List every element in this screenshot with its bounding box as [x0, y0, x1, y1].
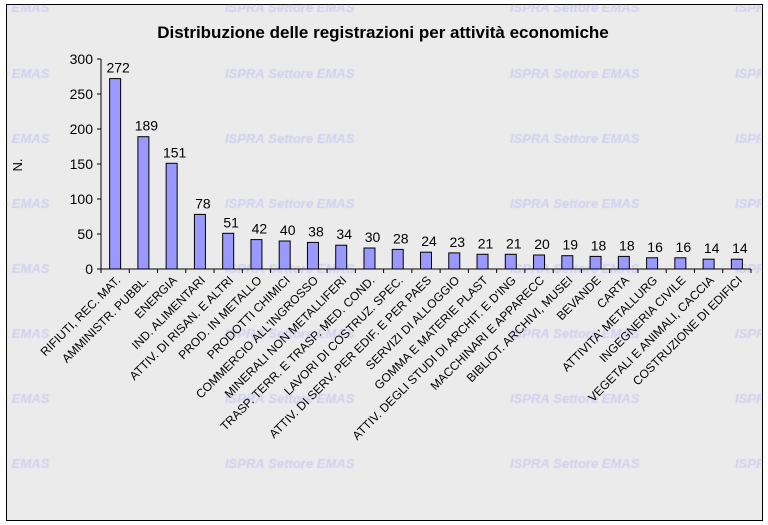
y-tick-label: 100 [70, 191, 94, 207]
data-label: 21 [478, 235, 494, 251]
data-label: 24 [421, 233, 437, 249]
bar [561, 255, 574, 270]
data-label: 18 [619, 237, 635, 253]
data-label: 23 [449, 234, 465, 250]
bar [109, 78, 122, 270]
data-label: 14 [732, 240, 748, 256]
data-label: 189 [135, 118, 159, 134]
data-label: 151 [163, 144, 187, 160]
bar [278, 240, 291, 270]
bar [448, 252, 461, 270]
data-label: 272 [106, 60, 130, 76]
data-label: 38 [308, 223, 324, 239]
bar [193, 213, 206, 270]
y-tick-label: 200 [70, 121, 94, 137]
bar [306, 241, 319, 270]
data-label: 42 [252, 221, 268, 237]
y-tick-label: 150 [70, 156, 94, 172]
bar [165, 162, 178, 270]
data-label: 14 [704, 240, 720, 256]
data-label: 21 [506, 235, 522, 251]
bar [646, 257, 659, 270]
bar [476, 253, 489, 270]
bar [222, 232, 235, 270]
y-axis-label: N. [10, 159, 25, 172]
data-label: 16 [647, 239, 663, 255]
bar [589, 255, 602, 270]
bar [504, 253, 517, 270]
data-label: 20 [534, 236, 550, 252]
bar [391, 248, 404, 270]
y-tick-label: 0 [85, 261, 93, 277]
y-tick-label: 300 [70, 51, 94, 67]
bar [137, 136, 150, 270]
y-tick-label: 250 [70, 86, 94, 102]
bar [702, 258, 715, 270]
data-label: 18 [591, 237, 607, 253]
data-label: 16 [676, 239, 692, 255]
bar [730, 258, 743, 270]
y-tick-label: 50 [77, 226, 93, 242]
bar [674, 257, 687, 270]
data-label: 34 [336, 226, 352, 242]
data-label: 28 [393, 230, 409, 246]
bar [250, 239, 263, 270]
data-label: 40 [280, 222, 296, 238]
data-label: 19 [563, 237, 579, 253]
bar [363, 247, 376, 270]
chart-title: Distribuzione delle registrazioni per at… [157, 23, 609, 42]
data-label: 78 [195, 195, 211, 211]
bar [617, 255, 630, 270]
data-label: 51 [223, 214, 239, 230]
bar [335, 244, 348, 270]
bar [420, 251, 432, 270]
data-label: 30 [365, 229, 381, 245]
bar [533, 254, 546, 270]
